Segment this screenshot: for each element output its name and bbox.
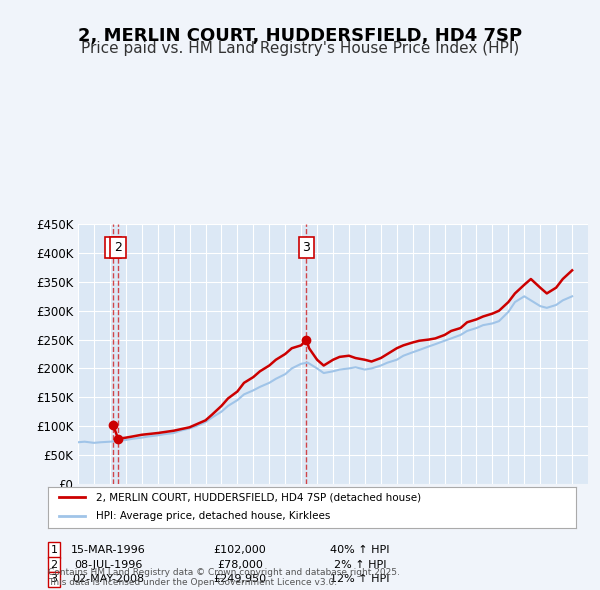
Text: 3: 3 [50, 575, 58, 584]
Text: HPI: Average price, detached house, Kirklees: HPI: Average price, detached house, Kirk… [95, 512, 330, 522]
Text: 3: 3 [302, 241, 310, 254]
Text: 2% ↑ HPI: 2% ↑ HPI [334, 560, 386, 569]
Text: £78,000: £78,000 [217, 560, 263, 569]
Text: 1: 1 [50, 545, 58, 555]
Text: 12% ↑ HPI: 12% ↑ HPI [330, 575, 390, 584]
Text: 2, MERLIN COURT, HUDDERSFIELD, HD4 7SP (detached house): 2, MERLIN COURT, HUDDERSFIELD, HD4 7SP (… [95, 492, 421, 502]
Text: 1: 1 [109, 241, 117, 254]
Text: Price paid vs. HM Land Registry's House Price Index (HPI): Price paid vs. HM Land Registry's House … [81, 41, 519, 56]
Text: 40% ↑ HPI: 40% ↑ HPI [330, 545, 390, 555]
Text: Contains HM Land Registry data © Crown copyright and database right 2025.
This d: Contains HM Land Registry data © Crown c… [48, 568, 400, 587]
Text: 2: 2 [50, 560, 58, 569]
Text: 2: 2 [114, 241, 122, 254]
Text: 02-MAY-2008: 02-MAY-2008 [72, 575, 144, 584]
Text: 2, MERLIN COURT, HUDDERSFIELD, HD4 7SP: 2, MERLIN COURT, HUDDERSFIELD, HD4 7SP [78, 27, 522, 45]
Text: £249,950: £249,950 [214, 575, 266, 584]
Text: 08-JUL-1996: 08-JUL-1996 [74, 560, 142, 569]
Text: 15-MAR-1996: 15-MAR-1996 [71, 545, 145, 555]
Text: £102,000: £102,000 [214, 545, 266, 555]
